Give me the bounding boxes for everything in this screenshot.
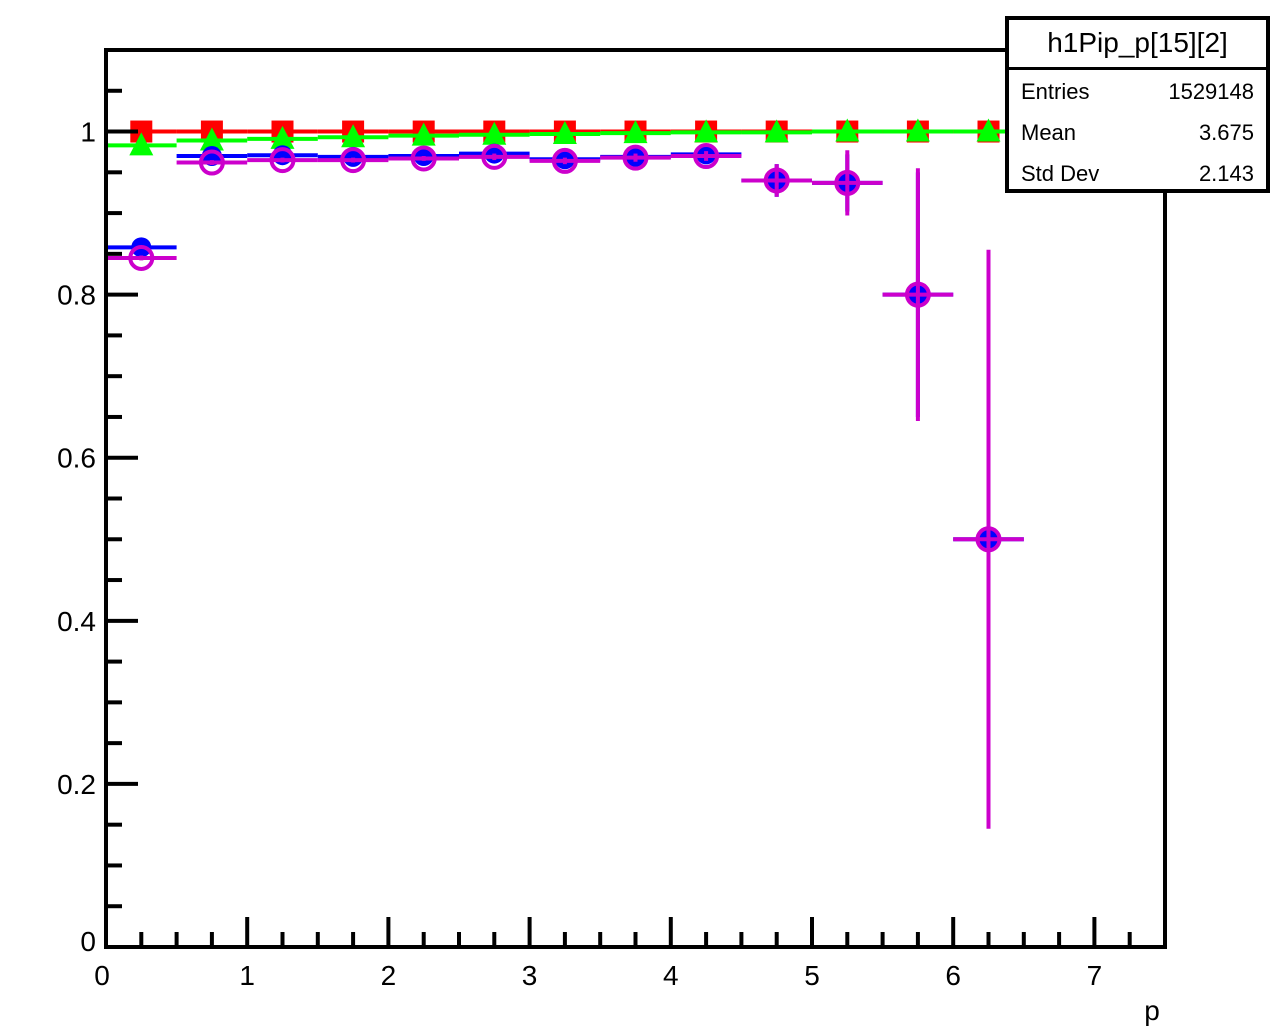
data-point [128, 244, 155, 271]
data-point [763, 167, 790, 194]
data-point [340, 147, 367, 174]
y-tick-label: 1 [80, 117, 96, 148]
x-tick-label: 5 [804, 960, 820, 991]
x-tick-label: 4 [663, 960, 679, 991]
x-tick-label: 6 [945, 960, 961, 991]
x-tick-label: 7 [1087, 960, 1103, 991]
data-point [551, 147, 578, 174]
y-tick-label: 0 [80, 926, 96, 957]
y-tick-label: 0.8 [57, 280, 96, 311]
data-point [130, 120, 153, 143]
data-point [623, 120, 648, 144]
stats-box: h1Pip_p[15][2] Entries 1529148 Mean 3.67… [1005, 16, 1270, 193]
stats-row-entries: Entries 1529148 [1009, 70, 1266, 111]
series-filled-circle [106, 143, 1024, 784]
data-point [835, 118, 860, 142]
data-point [975, 526, 1002, 553]
data-point [834, 169, 861, 196]
data-point [129, 132, 154, 156]
y-tick-label: 0.4 [57, 606, 96, 637]
x-tick-label: 1 [239, 960, 255, 991]
data-point [693, 143, 720, 170]
data-point [198, 149, 225, 176]
stats-row-mean: Mean 3.675 [1009, 111, 1266, 152]
stats-label: Std Dev [1021, 161, 1100, 186]
x-tick-label: 2 [381, 960, 397, 991]
series-open-circle [106, 143, 1024, 829]
x-tick-label: 3 [522, 960, 538, 991]
data-marks [106, 118, 1165, 829]
data-point [764, 119, 789, 143]
data-point [270, 125, 295, 149]
data-point [411, 122, 436, 146]
data-point [622, 144, 649, 171]
data-point [269, 147, 296, 174]
data-point [482, 121, 507, 145]
stats-value: 3.675 [1198, 120, 1254, 145]
data-point [410, 145, 437, 172]
x-tick-label: 0 [94, 960, 110, 991]
data-point [341, 124, 366, 148]
stats-label: Entries [1021, 79, 1090, 104]
data-point [199, 127, 224, 151]
stats-row-std-dev: Std Dev 2.143 [1009, 152, 1266, 193]
data-point [976, 118, 1001, 142]
data-point [904, 281, 931, 308]
stats-value: 2.143 [1198, 161, 1254, 186]
axes: 0 1 2 3 4 5 6 7 0 0.2 0.4 0.6 0.8 1 [57, 48, 1167, 991]
stats-title: h1Pip_p[15][2] [1009, 20, 1266, 70]
data-point [694, 119, 719, 143]
y-tick-label: 0.6 [57, 443, 96, 474]
data-point [481, 143, 508, 170]
stats-value: 1529148 [1168, 79, 1254, 104]
y-tick-label: 0.2 [57, 769, 96, 800]
stats-label: Mean [1021, 120, 1077, 145]
data-point [905, 118, 930, 142]
x-axis-label: p [1144, 995, 1160, 1026]
data-point [552, 120, 577, 144]
